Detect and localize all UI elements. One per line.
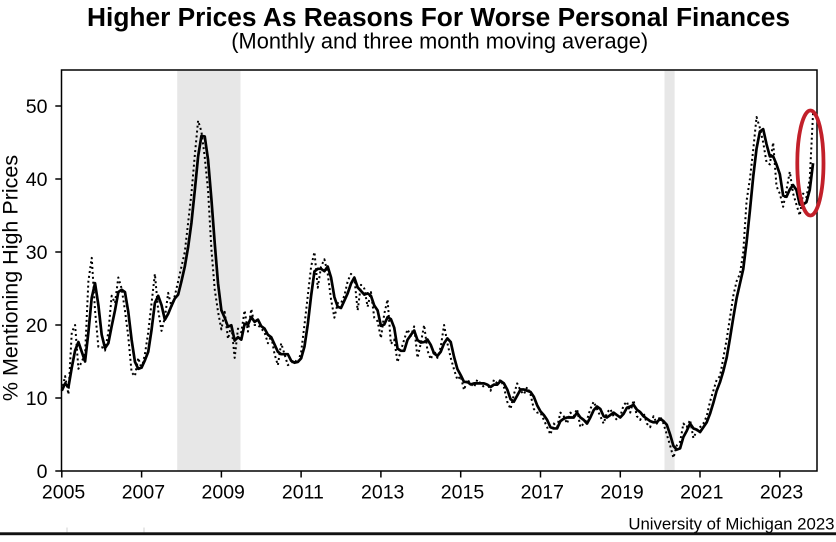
svg-text:40: 40 — [26, 169, 48, 191]
svg-text:2023: 2023 — [760, 482, 803, 504]
svg-text:2015: 2015 — [441, 482, 485, 504]
svg-text:50: 50 — [26, 96, 48, 118]
svg-text:30: 30 — [26, 242, 48, 264]
svg-text:20: 20 — [26, 315, 48, 337]
svg-text:University of Michigan 2023: University of Michigan 2023 — [628, 515, 834, 534]
svg-text:2019: 2019 — [600, 482, 643, 504]
svg-text:10: 10 — [26, 388, 48, 410]
svg-text:2021: 2021 — [680, 482, 723, 504]
svg-text:2009: 2009 — [202, 482, 245, 504]
svg-text:Higher Prices As Reasons For W: Higher Prices As Reasons For Worse Perso… — [87, 2, 790, 32]
svg-text:2017: 2017 — [521, 482, 564, 504]
svg-text:2005: 2005 — [42, 482, 86, 504]
svg-text:0: 0 — [37, 461, 48, 483]
svg-text:% Mentioning High Prices: % Mentioning High Prices — [0, 155, 23, 401]
svg-text:2007: 2007 — [122, 482, 165, 504]
svg-text:2013: 2013 — [361, 482, 404, 504]
svg-text:(Monthly and three month movin: (Monthly and three month moving average) — [231, 29, 648, 54]
svg-text:2011: 2011 — [282, 482, 324, 504]
